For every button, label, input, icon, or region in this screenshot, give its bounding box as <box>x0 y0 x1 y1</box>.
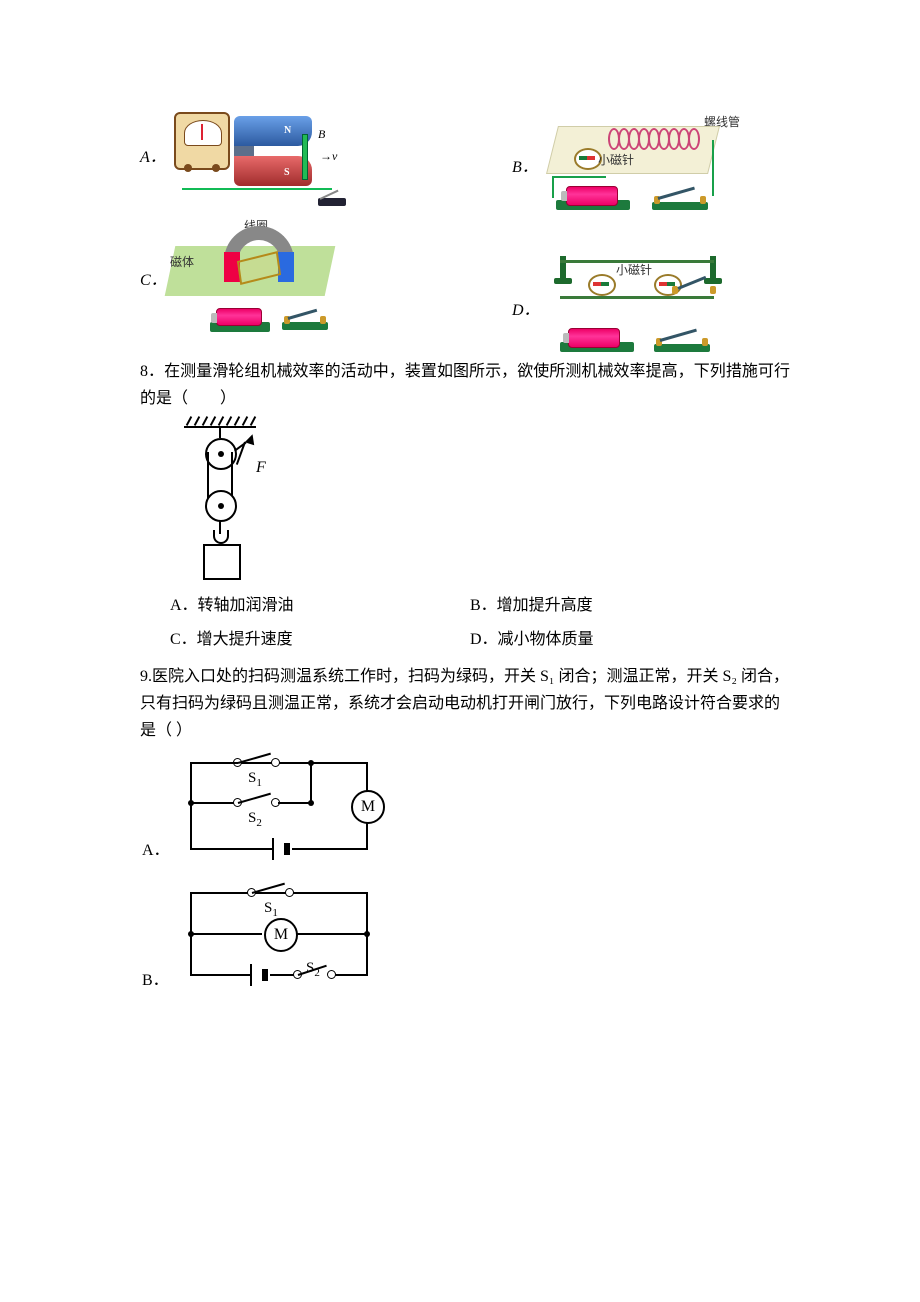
figure-A: N S B →v <box>170 110 350 206</box>
circuit-B: S1 M S2 <box>170 884 400 994</box>
u-magnet-icon: N S <box>234 116 312 186</box>
switch-icon <box>282 308 328 330</box>
compass-label: 小磁针 <box>598 150 634 170</box>
q9-A-label: A． <box>142 837 170 864</box>
q9-opt-A-row: A． S1 <box>142 752 790 864</box>
s1-label: S1 <box>248 766 262 793</box>
conductor-bar-icon <box>302 134 308 180</box>
q9-circuits: A． S1 <box>142 752 790 994</box>
battery-icon <box>568 328 620 348</box>
opt-D-label: D． <box>512 297 542 324</box>
figure-C: 线圈 磁体 <box>170 226 350 336</box>
q8-number: 8． <box>140 363 164 380</box>
figure-B: 螺线管 小磁针 <box>542 120 742 216</box>
q9-opt-B-row: B． S1 M S2 <box>142 882 790 994</box>
opt-A-label: A． <box>140 144 170 171</box>
s2-label: S2 <box>248 806 262 833</box>
switch-icon <box>672 278 716 300</box>
load-box-icon <box>203 544 241 580</box>
ceiling-icon <box>184 418 256 428</box>
q8-opt-D: D．减小物体质量 <box>470 626 690 653</box>
figure-D: 小磁针 <box>542 256 742 366</box>
compass-label-D: 小磁针 <box>616 260 652 280</box>
q9-B-label: B． <box>142 967 170 994</box>
letter-v: →v <box>320 146 337 166</box>
circuit-A: S1 S2 M <box>170 754 400 864</box>
switch-icon <box>654 330 710 352</box>
switch-icon <box>652 188 708 210</box>
battery-icon <box>566 186 618 206</box>
q8-opt-C: C．增大提升速度 <box>170 626 370 653</box>
q8-text: 8．在测量滑轮组机械效率的活动中，装置如图所示，欲使所测机械效率提高，下列措施可… <box>140 358 790 412</box>
letter-B: B <box>318 124 325 144</box>
q8-figure-pulley: F <box>170 418 270 588</box>
switch-icon <box>318 186 346 206</box>
q9-number: 9. <box>140 668 152 685</box>
compass-icon <box>588 274 616 296</box>
motor-icon: M <box>264 918 298 952</box>
force-label: F <box>256 454 266 481</box>
hook-icon <box>213 530 229 544</box>
motor-icon: M <box>351 790 385 824</box>
q8-opt-B: B．增加提升高度 <box>470 592 690 619</box>
q8-opt-A: A．转轴加润滑油 <box>170 592 370 619</box>
magnet-label: 磁体 <box>170 252 194 272</box>
s2-label-b: S2 <box>306 956 320 983</box>
galvanometer-icon <box>174 112 230 170</box>
q9-text: 9.医院入口处的扫码测温系统工作时，扫码为绿码，开关 S₁ 闭合；测温正常，开关… <box>140 663 790 745</box>
experiment-option-B-row: B． 螺线管 小磁针 <box>512 120 742 216</box>
battery-icon <box>216 308 262 326</box>
movable-pulley-icon <box>205 490 237 522</box>
opt-B-label: B． <box>512 154 542 181</box>
solenoid-icon <box>608 128 708 148</box>
experiment-option-D-row: D． 小磁针 <box>512 256 742 366</box>
q8-options: A．转轴加润滑油 B．增加提升高度 C．增大提升速度 D．减小物体质量 <box>170 592 790 652</box>
